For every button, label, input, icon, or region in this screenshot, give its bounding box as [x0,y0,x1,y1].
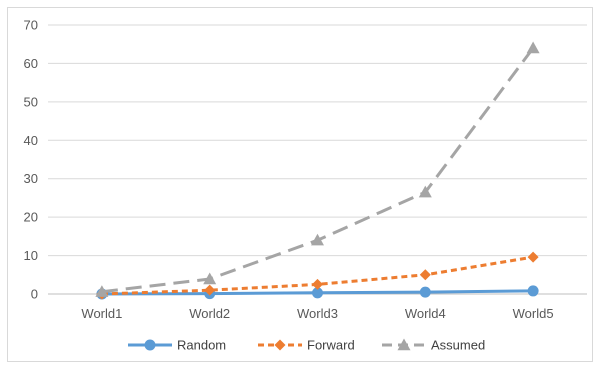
y-tick-label: 10 [24,248,38,263]
legend: Random Forward Assumed [128,338,485,353]
assumed-point [95,285,109,297]
y-tick-label: 70 [24,18,38,33]
random-point [419,286,431,298]
assumed-point [203,272,217,285]
series-layer [95,41,540,300]
legend-item-assumed: Assumed [382,338,485,353]
random-point [312,287,323,299]
x-tick-label: World2 [189,306,230,321]
legend-item-forward: Forward [258,338,355,353]
assumed-point [526,41,540,54]
forward-point [312,278,323,290]
legend-marker [274,339,286,351]
gridlines [48,24,587,295]
y-tick-label: 60 [24,56,38,71]
y-axis: 0 10 20 30 40 50 60 70 [24,18,38,302]
chart-frame [7,7,593,362]
x-tick-label: World1 [81,306,122,321]
y-tick-label: 40 [24,133,38,148]
legend-marker [144,339,156,351]
legend-label: Assumed [431,338,485,353]
y-tick-label: 20 [24,210,38,225]
assumed-point [311,233,324,246]
x-axis: World1 World2 World3 World4 World5 [81,306,553,321]
forward-point [204,284,216,296]
x-tick-label: World5 [513,306,554,321]
legend-item-random: Random [128,338,226,353]
x-tick-label: World4 [405,306,446,321]
forward-point [419,269,431,281]
forward-point [527,251,539,263]
series-assumed [95,41,540,297]
random-point [527,285,539,297]
assumed-point [418,185,432,198]
legend-label: Forward [307,338,355,353]
y-tick-label: 0 [31,287,38,302]
y-tick-label: 30 [24,171,38,186]
legend-label: Random [177,338,226,353]
y-tick-label: 50 [24,94,38,109]
legend-marker [397,338,411,351]
x-tick-label: World3 [297,306,338,321]
